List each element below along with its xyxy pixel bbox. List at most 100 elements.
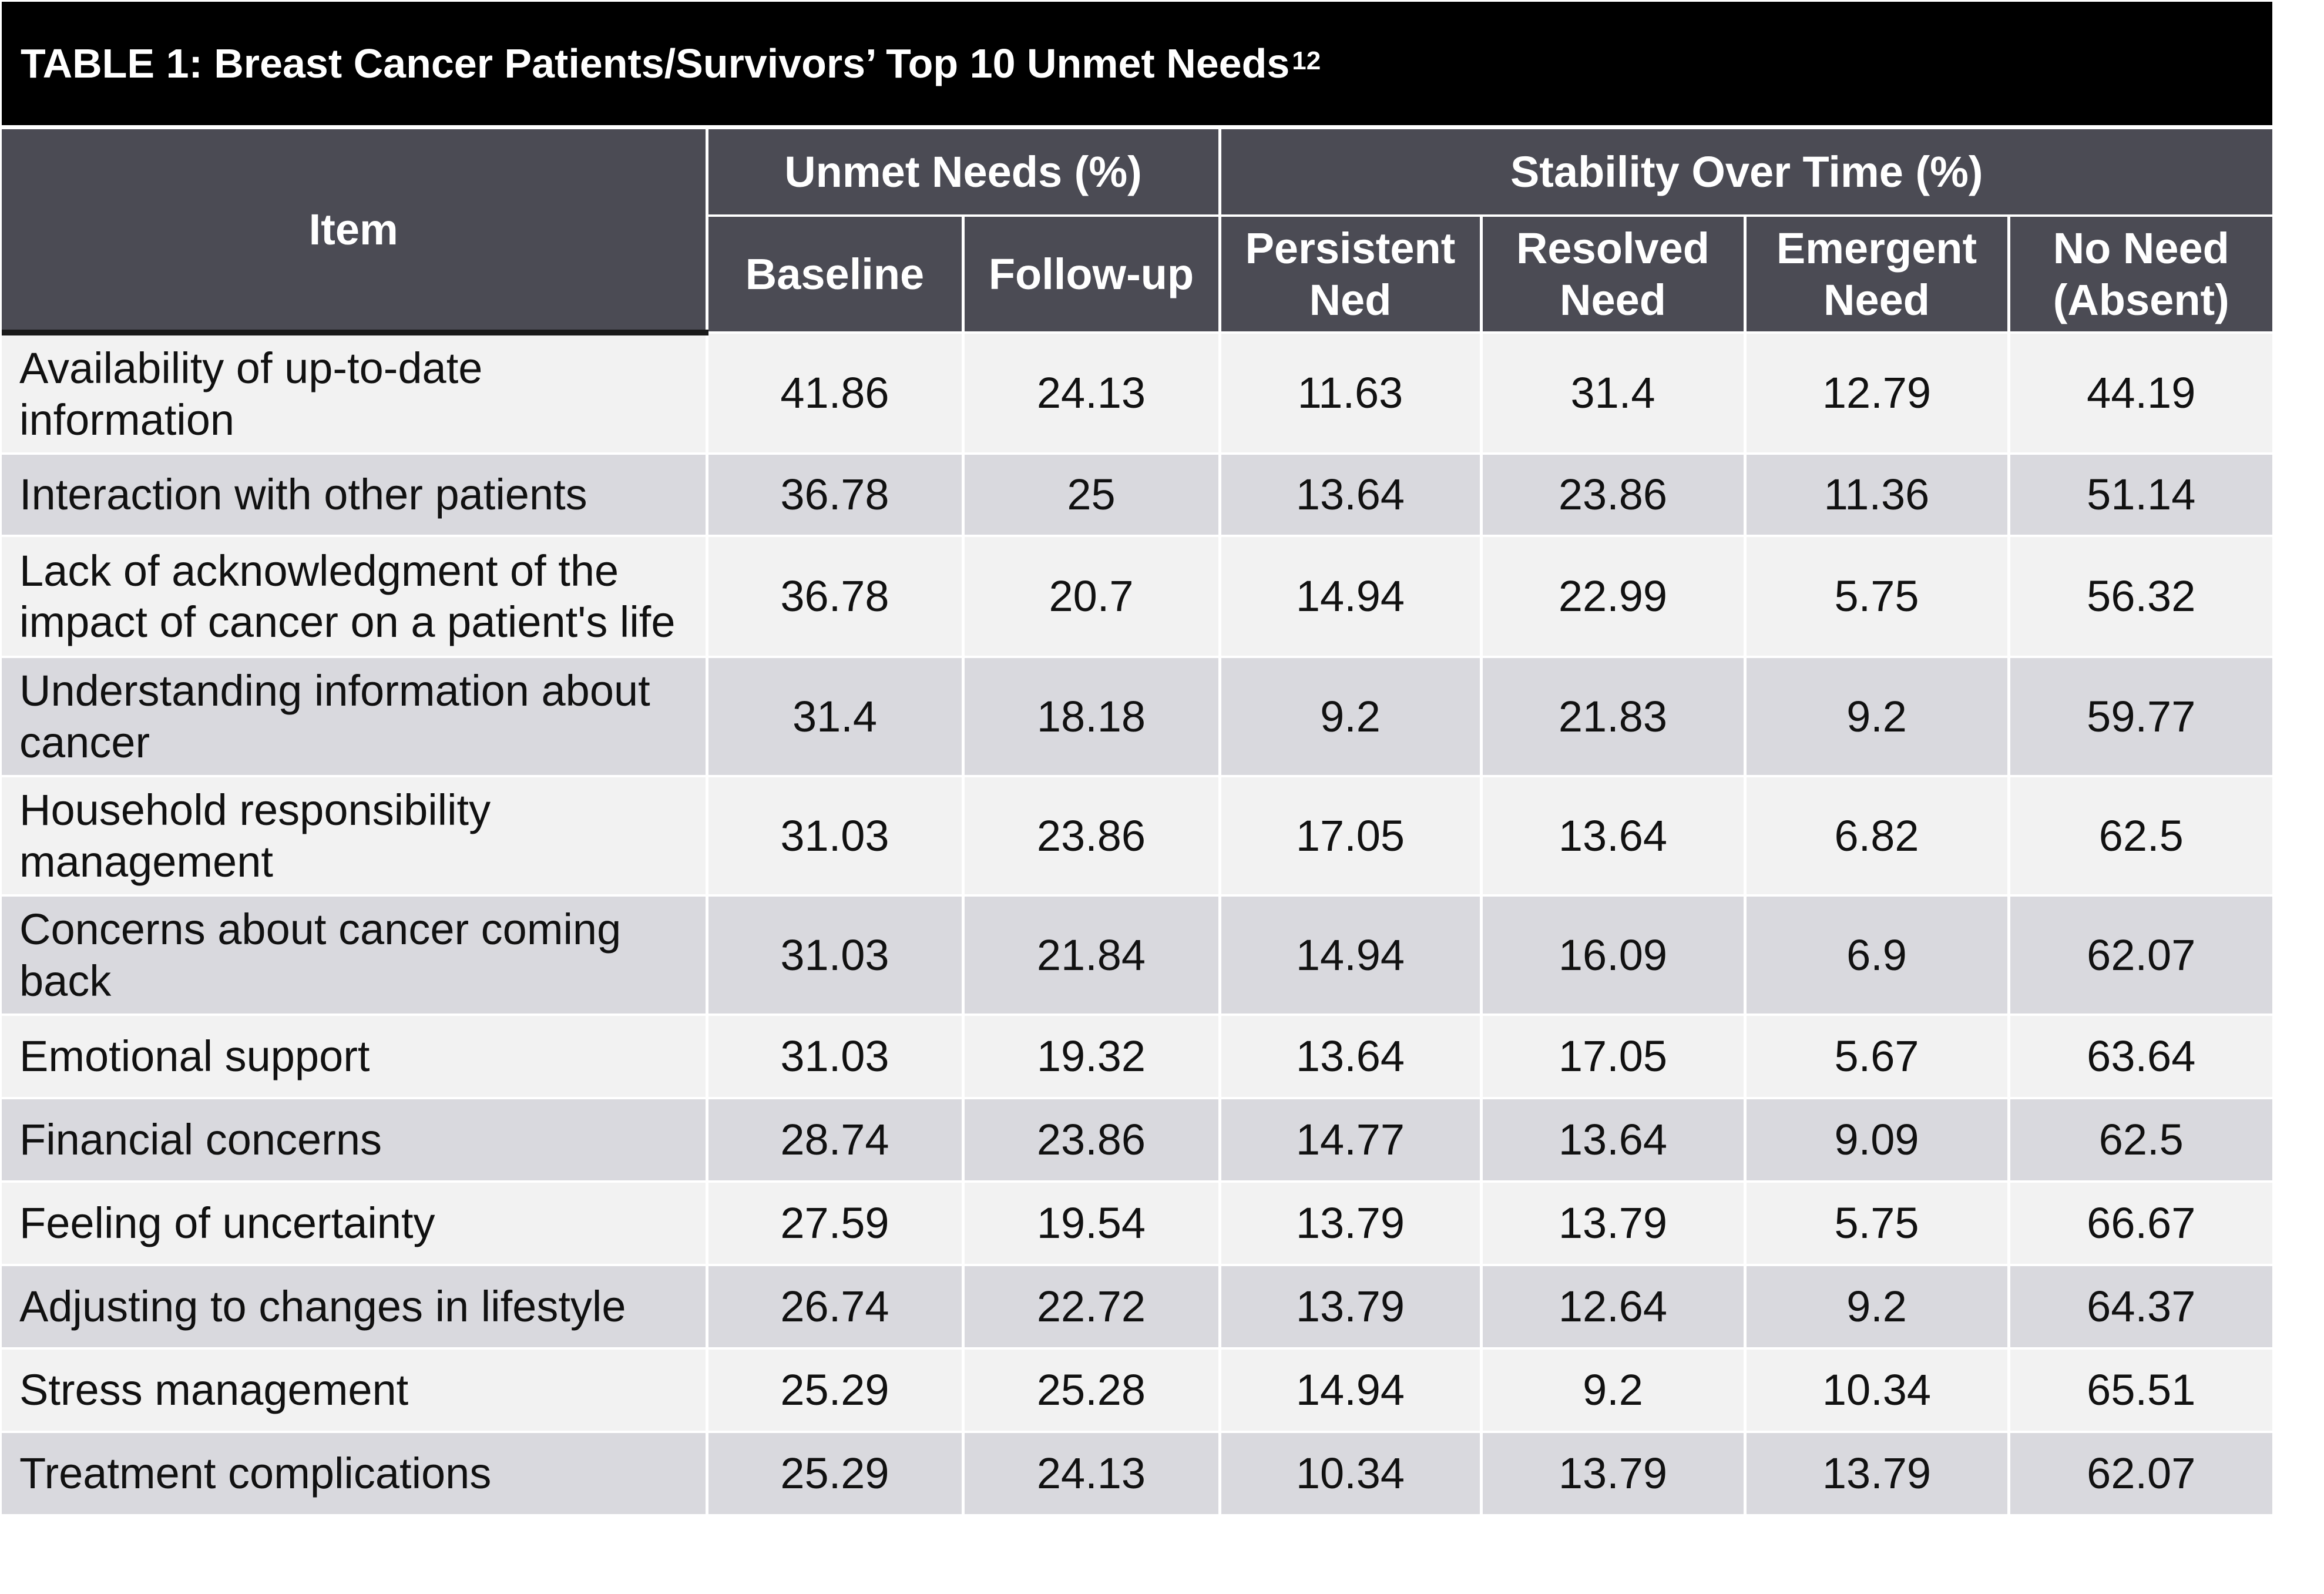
cell-item: Concerns about cancer coming back [2,895,708,1016]
cell-baseline: 25.29 [707,1348,965,1433]
table-row: Financial concerns 28.74 23.86 14.77 13.… [2,1098,2273,1183]
cell-baseline: 36.78 [707,454,965,537]
cell-item: Lack of acknowledgment of the impact of … [2,536,708,658]
cell-persistent: 13.79 [1220,1265,1483,1350]
table-row: Emotional support 31.03 19.32 13.64 17.0… [2,1015,2273,1099]
cell-absent: 62.07 [2009,895,2273,1016]
cell-follow-up: 18.18 [963,657,1221,777]
cell-resolved: 13.64 [1481,1098,1747,1183]
table-row: Stress management 25.29 25.28 14.94 9.2 … [2,1348,2273,1433]
cell-baseline: 28.74 [707,1098,965,1183]
cell-persistent: 14.94 [1220,536,1483,658]
header-group-stability: Stability Over Time (%) [1220,129,2273,217]
table-row: Feeling of uncertainty 27.59 19.54 13.79… [2,1182,2273,1266]
cell-resolved: 13.64 [1481,776,1747,897]
cell-follow-up: 24.13 [963,333,1221,455]
cell-emergent: 12.79 [1745,333,2010,455]
cell-baseline: 31.03 [707,1015,965,1099]
cell-persistent: 14.94 [1220,1348,1483,1433]
header-item: Item [2,129,708,335]
header-no-need-absent: No Need (Absent) [2009,216,2273,334]
cell-item: Stress management [2,1348,708,1433]
table-row: Adjusting to changes in lifestyle 26.74 … [2,1265,2273,1350]
cell-absent: 59.77 [2009,657,2273,777]
header-resolved-need: Resolved Need [1481,216,1747,334]
header-follow-up: Follow-up [963,216,1221,334]
header-persistent-need: Persistent Ned [1220,216,1483,334]
cell-persistent: 13.64 [1220,1015,1483,1099]
cell-absent: 62.5 [2009,776,2273,897]
cell-follow-up: 23.86 [963,776,1221,897]
cell-absent: 62.5 [2009,1098,2273,1183]
cell-baseline: 31.03 [707,776,965,897]
cell-follow-up: 22.72 [963,1265,1221,1350]
cell-absent: 44.19 [2009,333,2273,455]
cell-emergent: 9.09 [1745,1098,2010,1183]
cell-baseline: 27.59 [707,1182,965,1266]
table-row: Household responsibility management 31.0… [2,776,2273,897]
cell-item: Feeling of uncertainty [2,1182,708,1266]
cell-follow-up: 19.54 [963,1182,1221,1266]
cell-emergent: 5.75 [1745,536,2010,658]
cell-resolved: 23.86 [1481,454,1747,537]
cell-follow-up: 23.86 [963,1098,1221,1183]
header-emergent-need: Emergent Need [1745,216,2010,334]
data-table: Item Unmet Needs (%) Stability Over Time… [2,129,2273,1516]
cell-resolved: 31.4 [1481,333,1747,455]
table-body: Availability of up-to-date information 4… [2,333,2273,1516]
cell-persistent: 17.05 [1220,776,1483,897]
cell-item: Emotional support [2,1015,708,1099]
cell-absent: 62.07 [2009,1432,2273,1516]
cell-absent: 65.51 [2009,1348,2273,1433]
unmet-needs-table: TABLE 1: Breast Cancer Patients/Survivor… [2,2,2273,1516]
cell-item: Understanding information about cancer [2,657,708,777]
header-baseline: Baseline [707,216,965,334]
cell-baseline: 26.74 [707,1265,965,1350]
cell-item: Adjusting to changes in lifestyle [2,1265,708,1350]
cell-emergent: 11.36 [1745,454,2010,537]
cell-emergent: 6.82 [1745,776,2010,897]
table-row: Availability of up-to-date information 4… [2,333,2273,455]
cell-follow-up: 25 [963,454,1221,537]
cell-resolved: 9.2 [1481,1348,1747,1433]
cell-absent: 56.32 [2009,536,2273,658]
table-title-bar: TABLE 1: Breast Cancer Patients/Survivor… [2,2,2272,129]
cell-follow-up: 25.28 [963,1348,1221,1433]
cell-follow-up: 20.7 [963,536,1221,658]
header-row-columns: Baseline Follow-up Persistent Ned Resolve… [2,216,2273,334]
cell-absent: 66.67 [2009,1182,2273,1266]
cell-resolved: 12.64 [1481,1265,1747,1350]
cell-resolved: 21.83 [1481,657,1747,777]
header-row-groups: Item Unmet Needs (%) Stability Over Time… [2,129,2273,335]
cell-emergent: 9.2 [1745,657,2010,777]
cell-persistent: 11.63 [1220,333,1483,455]
cell-absent: 64.37 [2009,1265,2273,1350]
cell-persistent: 13.64 [1220,454,1483,537]
table-row: Understanding information about cancer 3… [2,657,2273,777]
table-header: Item Unmet Needs (%) Stability Over Time… [2,129,2273,335]
table-row: Treatment complications 25.29 24.13 10.3… [2,1432,2273,1516]
cell-emergent: 13.79 [1745,1432,2010,1516]
cell-emergent: 10.34 [1745,1348,2010,1433]
cell-resolved: 16.09 [1481,895,1747,1016]
cell-persistent: 14.94 [1220,895,1483,1016]
cell-persistent: 13.79 [1220,1182,1483,1266]
cell-persistent: 14.77 [1220,1098,1483,1183]
cell-follow-up: 21.84 [963,895,1221,1016]
cell-absent: 51.14 [2009,454,2273,537]
cell-item: Household responsibility management [2,776,708,897]
table-row: Concerns about cancer coming back 31.03 … [2,895,2273,1016]
cell-resolved: 13.79 [1481,1182,1747,1266]
cell-resolved: 17.05 [1481,1015,1747,1099]
cell-baseline: 31.4 [707,657,965,777]
cell-follow-up: 24.13 [963,1432,1221,1516]
cell-baseline: 25.29 [707,1432,965,1516]
cell-persistent: 9.2 [1220,657,1483,777]
cell-emergent: 5.67 [1745,1015,2010,1099]
cell-emergent: 5.75 [1745,1182,2010,1266]
cell-resolved: 13.79 [1481,1432,1747,1516]
cell-emergent: 6.9 [1745,895,2010,1016]
cell-item: Availability of up-to-date information [2,333,708,455]
cell-item: Financial concerns [2,1098,708,1183]
cell-baseline: 41.86 [707,333,965,455]
